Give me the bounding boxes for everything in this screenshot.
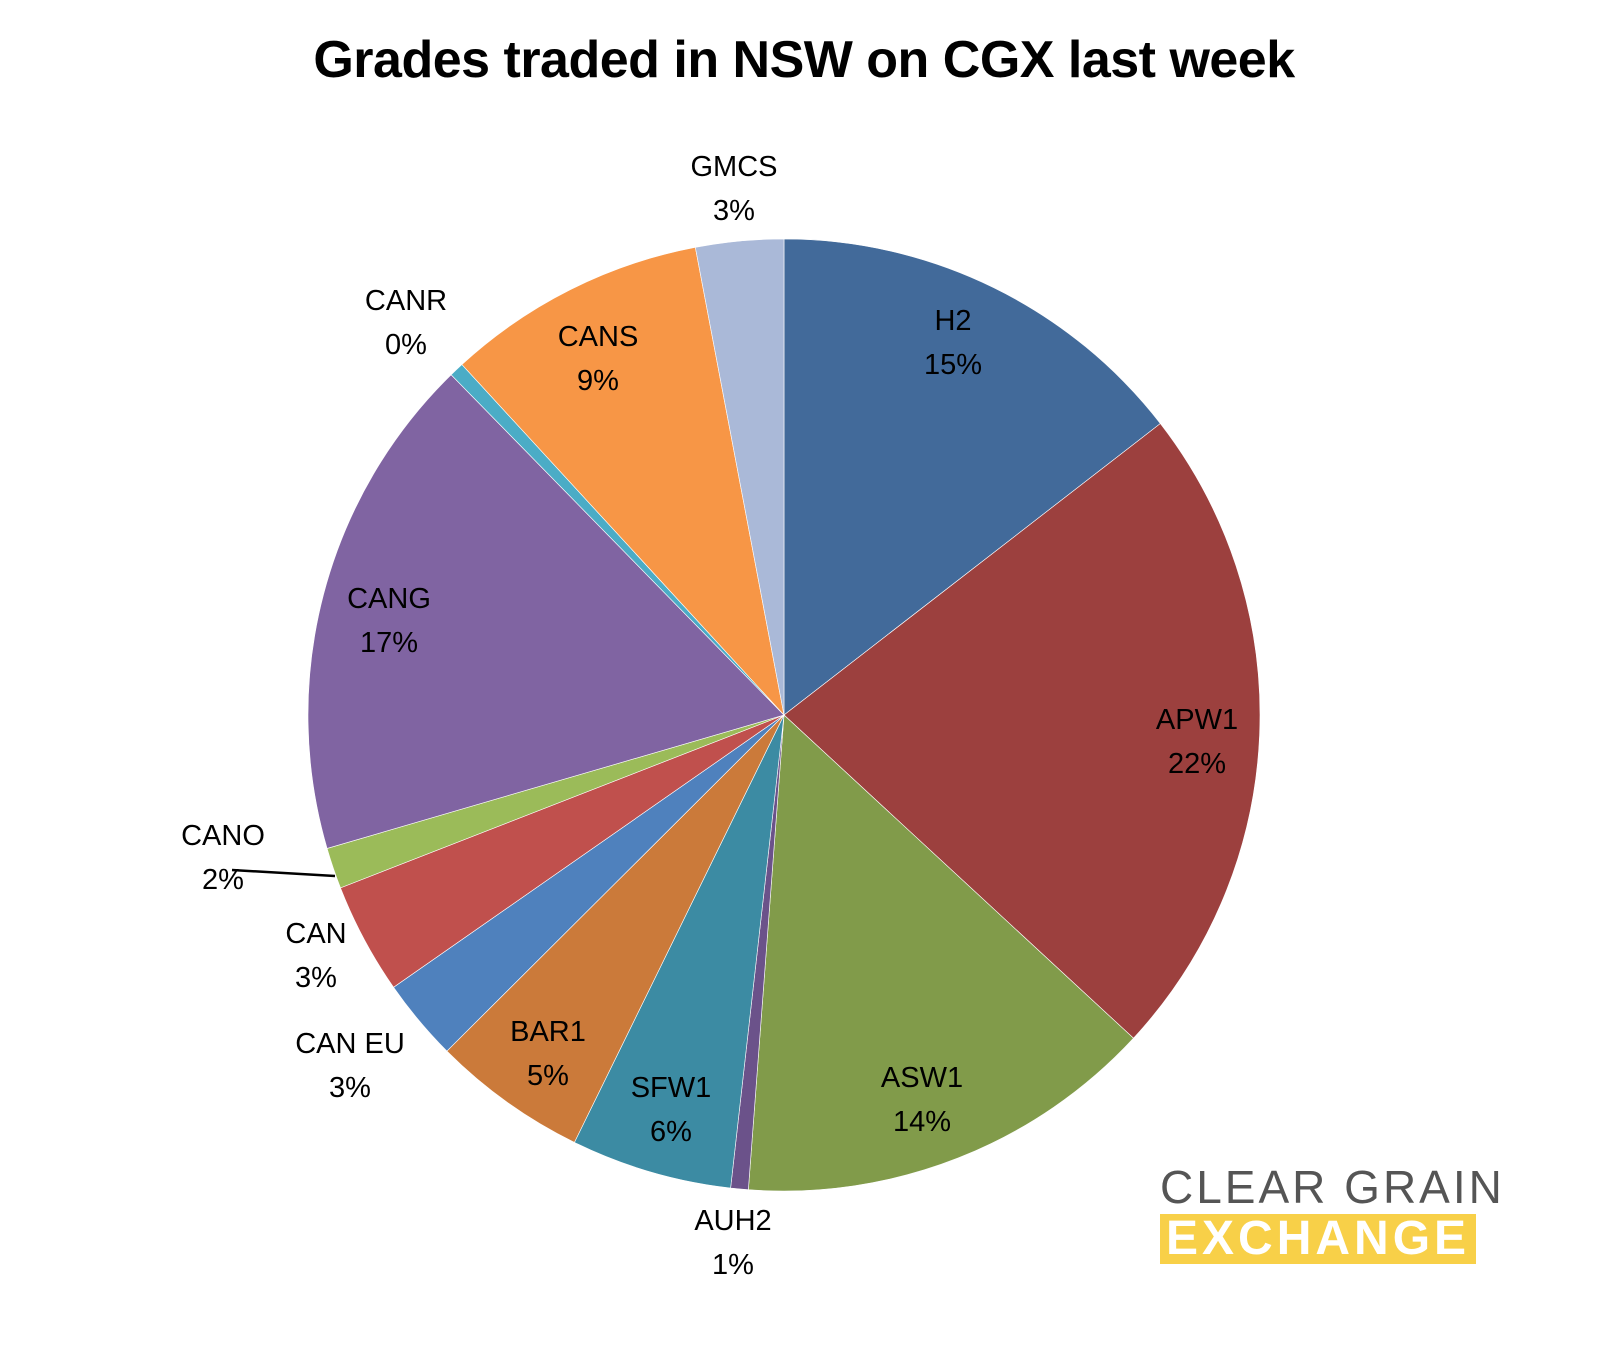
- slice-label-apw1: APW1 22%: [1156, 698, 1238, 786]
- slice-label-percent: 6%: [650, 1116, 692, 1148]
- pie-slice-apw1: [783, 423, 1261, 1039]
- slice-label-percent: 1%: [712, 1249, 754, 1281]
- slice-label-name: CAN EU: [295, 1028, 405, 1060]
- slice-label-percent: 3%: [713, 195, 755, 227]
- pie-slice-cans: [461, 246, 785, 716]
- slice-label-sfw1: SFW1 6%: [631, 1066, 712, 1154]
- slice-label-name: SFW1: [630, 1072, 712, 1104]
- cano-leader-line: [231, 868, 336, 878]
- slice-label-percent: 0%: [385, 329, 427, 361]
- slice-label-name: H2: [934, 305, 972, 337]
- chart-title: Grades traded in NSW on CGX last week: [313, 31, 1295, 89]
- slice-label-gmcs: GMCS 3%: [691, 145, 778, 233]
- slice-label-percent: 9%: [577, 365, 619, 397]
- logo-line1: CLEAR GRAIN: [1160, 1161, 1505, 1213]
- slice-label-asw1: ASW1 14%: [881, 1056, 963, 1144]
- slice-label-name: BAR1: [510, 1016, 586, 1048]
- slice-label-cang: CANG 17%: [347, 577, 431, 665]
- slice-label-can-eu: CAN EU 3%: [295, 1022, 405, 1110]
- pie-slice-asw1: [748, 714, 1134, 1192]
- slice-label-percent: 15%: [923, 349, 983, 381]
- slice-label-percent: 14%: [892, 1106, 952, 1138]
- slice-label-name: GMCS: [690, 151, 778, 183]
- clear-grain-exchange-logo: CLEAR GRAIN EXCHANGE: [1160, 1162, 1505, 1264]
- pie-slice-bar1: [446, 714, 785, 1143]
- slice-label-h2: H2 15%: [924, 299, 982, 387]
- slice-label-percent: 5%: [527, 1060, 569, 1092]
- slice-label-name: APW1: [1155, 704, 1239, 736]
- slice-label-name: CAN: [285, 918, 347, 950]
- slice-label-percent: 3%: [295, 962, 337, 994]
- slice-label-percent: 22%: [1167, 748, 1227, 780]
- logo-line2: EXCHANGE: [1160, 1214, 1477, 1264]
- slice-label-bar1: BAR1 5%: [510, 1010, 586, 1098]
- slice-label-percent: 17%: [359, 627, 419, 659]
- slice-label-name: CANO: [181, 820, 265, 852]
- slice-label-cans: CANS 9%: [558, 315, 639, 403]
- slice-label-name: ASW1: [880, 1062, 964, 1094]
- slice-label-name: AUH2: [694, 1205, 772, 1237]
- slice-label-name: CANS: [557, 321, 639, 353]
- slice-label-auh2: AUH2 1%: [694, 1199, 771, 1287]
- pie-slice-gmcs: [694, 238, 785, 716]
- slice-label-canr: CANR 0%: [365, 279, 447, 367]
- pie-slice-cang: [307, 374, 785, 849]
- slice-label-name: CANR: [364, 285, 448, 317]
- pie-slice-h2: [783, 238, 1161, 716]
- slice-label-percent: 2%: [202, 864, 244, 896]
- slice-label-cano: CANO 2%: [181, 814, 265, 902]
- pie-slice-sfw1: [574, 714, 785, 1189]
- slice-label-can: CAN 3%: [285, 912, 346, 1000]
- slice-label-percent: 3%: [329, 1072, 371, 1104]
- slice-label-name: CANG: [347, 583, 431, 615]
